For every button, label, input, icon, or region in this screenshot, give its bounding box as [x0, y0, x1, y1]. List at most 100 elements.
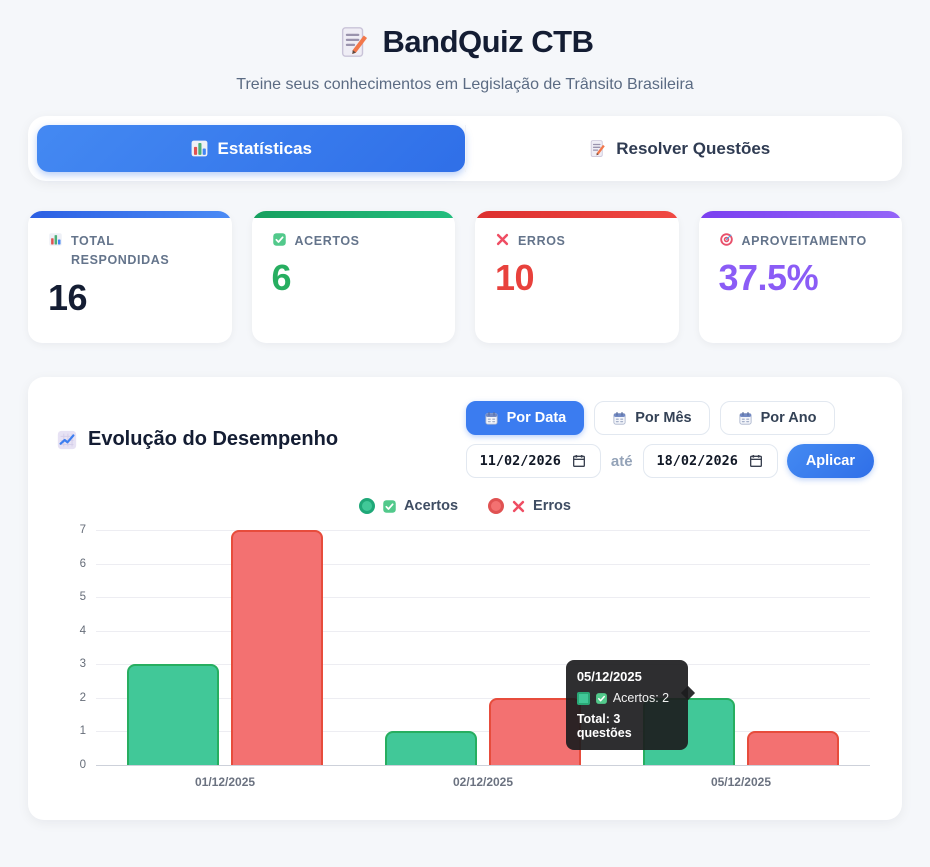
check-icon — [382, 499, 397, 514]
tooltip-title: 05/12/2025 — [576, 669, 642, 684]
y-axis-tick: 6 — [79, 557, 86, 570]
chart-tooltip: 05/12/2025 Acertos: 2 Total: 3 questões — [565, 660, 695, 750]
calendar-icon — [612, 411, 627, 426]
filter-label: Por Ano — [760, 410, 817, 426]
gridline — [96, 664, 870, 666]
check-icon — [272, 232, 287, 247]
date-picker-icon[interactable] — [571, 453, 587, 469]
stat-value: 37.5% — [718, 257, 819, 299]
legend-item-acertos[interactable]: Acertos — [359, 498, 458, 514]
filter-por-mes[interactable]: Por Mês — [594, 401, 710, 435]
stat-accent-bar — [28, 211, 232, 218]
check-icon — [595, 692, 608, 705]
y-axis-tick: 2 — [79, 691, 86, 704]
stat-value: 10 — [495, 257, 535, 299]
date-picker-icon[interactable] — [748, 453, 764, 469]
stat-card-erros: Erros 10 — [475, 211, 679, 343]
gridline — [96, 530, 870, 531]
tooltip-series-row: Acertos: 2 — [576, 691, 677, 705]
memo-icon — [337, 25, 371, 59]
stat-accent-bar — [698, 211, 902, 218]
performance-card: Evolução do Desempenho Por Data Por Mês … — [28, 377, 902, 820]
y-axis-tick: 3 — [79, 658, 86, 671]
app-header: BandQuiz CTB Treine seus conhecimentos e… — [28, 0, 902, 94]
filter-por-data[interactable]: Por Data — [465, 401, 585, 435]
y-axis-tick: 4 — [79, 624, 86, 637]
bar-acertos[interactable] — [127, 664, 220, 765]
bar-chart-icon — [48, 232, 63, 247]
stat-card-aproveitamento: Aproveitamento 37.5% — [698, 211, 902, 343]
stat-accent-bar — [475, 211, 679, 218]
stat-label: Aproveitamento — [719, 232, 883, 251]
range-separator-label: até — [610, 452, 633, 470]
chart-controls: Por Data Por Mês Por Ano 11/02/2026 até … — [465, 401, 874, 478]
gridline — [96, 731, 870, 733]
gridline — [96, 630, 870, 632]
tab-label: Estatísticas — [217, 138, 313, 158]
cross-icon — [495, 232, 510, 247]
gridline — [96, 597, 870, 599]
stat-label: Acertos — [272, 232, 436, 251]
y-axis-tick: 0 — [79, 759, 86, 771]
y-axis-tick: 7 — [79, 524, 86, 536]
stat-value: 16 — [48, 276, 88, 318]
tooltip-series-label: Acertos: 2 — [612, 691, 670, 705]
chart-title: Evolução do Desempenho — [56, 428, 338, 451]
legend-label: Erros — [533, 498, 571, 514]
legend-item-erros[interactable]: Erros — [488, 498, 571, 514]
x-axis-label: 05/12/2025 — [710, 775, 771, 789]
tab-estatisticas[interactable]: Estatísticas — [37, 125, 465, 172]
tooltip-swatch — [576, 691, 590, 705]
legend-label: Acertos — [404, 498, 459, 514]
gridline — [96, 563, 870, 565]
plot-area: 01/12/2025 02/12/2025 05/12/2025 05/12/202… — [96, 530, 870, 789]
chart-legend: Acertos Erros — [56, 498, 874, 514]
bar-erros[interactable] — [746, 731, 839, 765]
x-axis-label: 02/12/2025 — [452, 775, 514, 789]
y-axis-tick: 5 — [79, 591, 86, 604]
stat-card-total-respondidas: Total Respondidas 16 — [28, 211, 232, 343]
apply-button[interactable]: Aplicar — [786, 444, 874, 478]
gridline — [96, 697, 870, 699]
legend-swatch — [488, 498, 505, 514]
stat-card-acertos: Acertos 6 — [251, 211, 455, 343]
x-axis-label: 01/12/2025 — [194, 775, 256, 789]
calendar-icon — [738, 411, 753, 426]
chart-up-icon — [56, 429, 78, 451]
tab-resolver-questoes[interactable]: Resolver Questões — [464, 125, 894, 172]
bar-chart: 0 1 2 3 4 5 6 7 01/12/2025 02/12/2025 05/12/2025 0… — [56, 524, 874, 802]
bar-acertos[interactable] — [385, 731, 478, 765]
date-range-row: 11/02/2026 até 18/02/2026 Aplicar — [465, 444, 874, 478]
filter-label: Por Data — [506, 410, 567, 426]
memo-icon — [588, 139, 607, 158]
page-subtitle: Treine seus conhecimentos em Legislação … — [236, 76, 694, 93]
legend-swatch — [359, 498, 376, 514]
stat-accent-bar — [251, 211, 455, 218]
filter-por-ano[interactable]: Por Ano — [719, 401, 835, 435]
chart-header: Evolução do Desempenho Por Data Por Mês … — [56, 401, 874, 478]
stats-row: Total Respondidas 16 Acertos 6 Erros 10 … — [28, 211, 902, 343]
bar-chart-icon — [190, 139, 209, 158]
chart-title-label: Evolução do Desempenho — [88, 428, 339, 450]
bar-erros[interactable] — [488, 697, 581, 765]
bar-erros[interactable] — [230, 530, 323, 765]
tooltip-total: Total: 3 questões — [576, 712, 632, 740]
filter-row: Por Data Por Mês Por Ano — [465, 401, 835, 435]
y-axis-tick: 1 — [79, 725, 86, 738]
tab-label: Resolver Questões — [616, 138, 771, 158]
target-icon — [719, 232, 734, 247]
calendar-icon — [484, 411, 499, 426]
stat-label: Total Respondidas — [48, 232, 212, 271]
page-title: BandQuiz CTB — [382, 24, 595, 59]
page: BandQuiz CTB Treine seus conhecimentos e… — [28, 0, 902, 820]
date-to-value: 18/02/2026 — [656, 453, 738, 469]
date-from-input[interactable]: 11/02/2026 — [465, 444, 601, 478]
date-from-value: 11/02/2026 — [479, 453, 561, 469]
stat-label: Erros — [495, 232, 659, 251]
tab-bar: Estatísticas Resolver Questões — [28, 116, 902, 181]
gridline — [96, 765, 870, 766]
cross-icon — [511, 499, 526, 514]
stat-value: 6 — [271, 257, 292, 299]
filter-label: Por Mês — [635, 410, 692, 426]
date-to-input[interactable]: 18/02/2026 — [642, 444, 778, 478]
